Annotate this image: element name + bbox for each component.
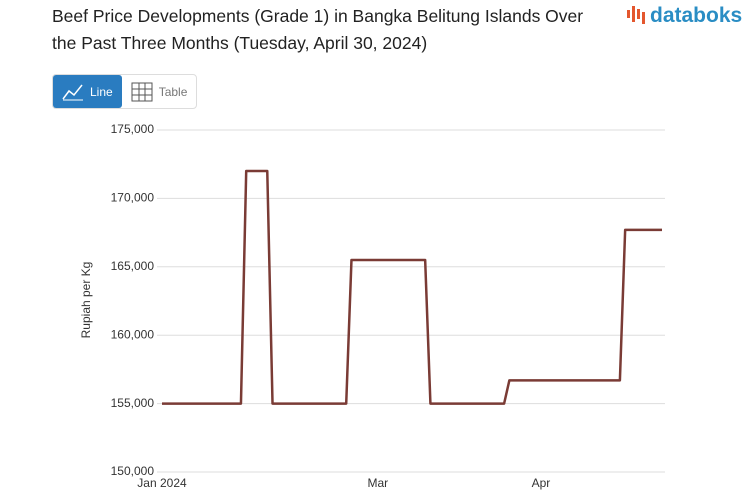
- x-tick-label: Mar: [367, 476, 388, 490]
- y-tick-label: 155,000: [111, 396, 155, 410]
- table-icon: [131, 82, 153, 101]
- view-toggle: Line Table: [52, 74, 198, 109]
- button-label: Line: [90, 84, 113, 99]
- y-tick-label: 150,000: [111, 464, 155, 478]
- line-icon: [62, 84, 83, 100]
- x-tick-label: Jan 2024: [137, 476, 187, 490]
- table-button[interactable]: Table: [122, 75, 197, 108]
- brand-icon: [627, 6, 645, 24]
- chart-title: Beef Price Developments (Grade 1) in Ban…: [52, 6, 584, 53]
- y-tick-label: 170,000: [111, 191, 155, 205]
- y-tick-label: 175,000: [111, 122, 155, 136]
- brand: databoks: [650, 4, 743, 27]
- y-tick-label: 165,000: [111, 259, 155, 273]
- y-axis-label: Rupiah per Kg: [79, 262, 93, 339]
- line: [162, 169, 662, 405]
- y-tick-label: 160,000: [111, 327, 155, 341]
- x-tick-label: Apr: [532, 476, 551, 490]
- button-label: Table: [158, 84, 188, 99]
- line-button[interactable]: Line: [53, 75, 122, 108]
